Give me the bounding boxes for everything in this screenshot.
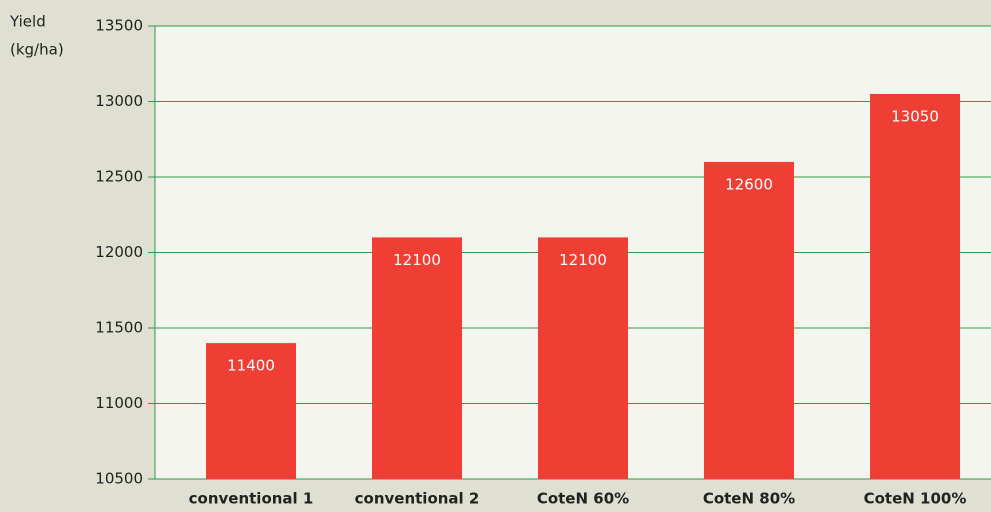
x-tick-label: conventional 2	[355, 490, 480, 508]
bar	[206, 343, 296, 479]
y-tick-label: 13000	[95, 92, 143, 110]
y-tick-label: 13500	[95, 17, 143, 35]
value-label: 11400	[227, 357, 275, 375]
value-label: 12100	[393, 251, 441, 269]
y-tick-label: 10500	[95, 470, 143, 488]
y-tick-label: 11500	[95, 319, 143, 337]
bar	[870, 93, 960, 479]
value-label: 12600	[725, 175, 773, 193]
x-tick-label: conventional 1	[189, 490, 314, 508]
value-label: 13050	[891, 107, 939, 125]
y-tick-label: 11000	[95, 394, 143, 412]
bar	[538, 237, 628, 479]
x-tick-label: CoteN 80%	[703, 490, 795, 508]
y-axis-label: (kg/ha)	[10, 41, 64, 59]
y-tick-label: 12000	[95, 243, 143, 261]
y-axis-label: Yield	[9, 13, 46, 31]
y-tick-label: 12500	[95, 168, 143, 186]
value-label: 12100	[559, 251, 607, 269]
bar	[372, 237, 462, 479]
bar	[704, 161, 794, 479]
x-tick-label: CoteN 100%	[864, 490, 967, 508]
x-tick-label: CoteN 60%	[537, 490, 629, 508]
